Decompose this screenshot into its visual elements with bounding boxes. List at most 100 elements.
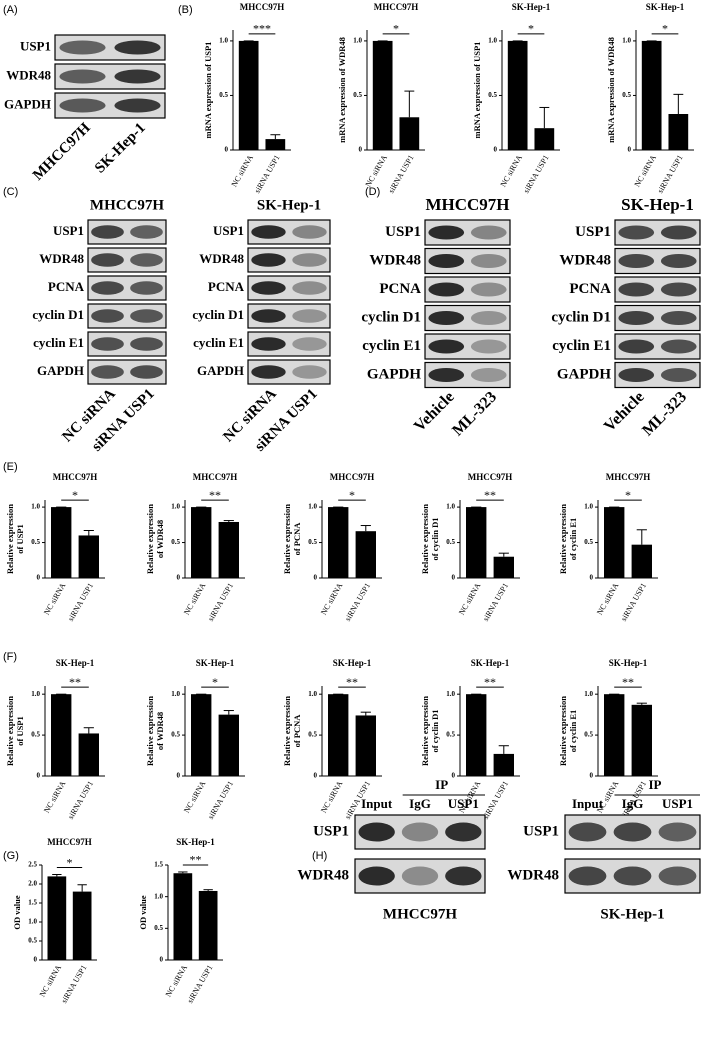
y-tick-label: 1.0 — [171, 503, 180, 511]
x-tick-label: NC siRNA — [230, 153, 256, 188]
row-label: cyclin E1 — [193, 335, 244, 350]
blot-band — [428, 311, 465, 325]
x-tick-label: NC siRNA — [182, 581, 208, 616]
blot-band — [292, 253, 327, 267]
y-axis-label: mRNA expression of USP1 — [203, 42, 213, 139]
blot-band — [613, 822, 652, 842]
blot-strip — [424, 219, 511, 246]
chart-title: MHCC97H — [330, 472, 375, 482]
y-tick-label: 0.5 — [171, 538, 180, 546]
blot-band — [114, 40, 161, 55]
blot-band — [568, 822, 607, 842]
y-tick-label: 0.5 — [154, 924, 163, 932]
blot-band — [251, 281, 286, 295]
y-tick-label: 1.0 — [171, 690, 180, 698]
blot-band — [618, 368, 655, 382]
panel-label: (A) — [3, 4, 18, 16]
y-axis-label: Relative expression — [145, 504, 155, 574]
significance: * — [528, 22, 534, 36]
y-axis-label: Relative expression — [282, 696, 292, 766]
y-tick-label: 0 — [628, 146, 632, 154]
row-label: cyclin D1 — [32, 307, 84, 322]
significance: * — [67, 855, 73, 869]
y-tick-label: 0.5 — [446, 538, 455, 546]
y-tick-label: 0.5 — [488, 91, 497, 99]
y-tick-label: 1.0 — [219, 37, 228, 45]
row-label: USP1 — [53, 223, 84, 238]
chart-title: MHCC97H — [47, 837, 92, 847]
y-tick-label: 1.0 — [488, 37, 497, 45]
row-label: USP1 — [20, 38, 51, 53]
bar — [493, 753, 514, 776]
bar — [218, 714, 239, 776]
x-tick-label: siRNA USP1 — [206, 779, 235, 820]
blot-band — [618, 254, 655, 268]
bar — [466, 507, 487, 578]
y-tick-label: 1.0 — [31, 690, 40, 698]
blot-band — [618, 339, 655, 354]
y-axis-label: Relative expression — [5, 504, 15, 574]
bar — [507, 40, 528, 151]
chart-title: SK-Hep-1 — [646, 2, 685, 12]
chart-title: SK-Hep-1 — [56, 658, 95, 668]
significance: *** — [253, 22, 271, 36]
panel-label: (F) — [3, 651, 17, 663]
row-label: cyclin E1 — [33, 335, 84, 350]
row-label: GAPDH — [557, 366, 611, 382]
y-axis-label: OD value — [12, 895, 22, 929]
x-tick-label: siRNA USP1 — [522, 153, 551, 194]
panel-label: (G) — [3, 850, 19, 862]
y-axis-label: of cyclin D1 — [430, 710, 440, 753]
ip-label: IP — [435, 777, 448, 792]
blot-band — [292, 309, 327, 323]
y-axis-label: of cyclin E1 — [568, 710, 578, 753]
y-tick-label: 1.0 — [584, 690, 593, 698]
blot-band — [428, 368, 465, 382]
chart-title: SK-Hep-1 — [196, 658, 235, 668]
y-tick-label: 0 — [590, 574, 594, 582]
bar — [198, 890, 218, 960]
x-tick-label: siRNA USP1 — [481, 581, 510, 622]
row-label: cyclin E1 — [552, 338, 611, 354]
chart-title: SK-Hep-1 — [176, 837, 215, 847]
blot-band — [251, 253, 286, 267]
y-tick-label: 0 — [314, 574, 318, 582]
blot-band — [401, 866, 439, 886]
row-label: USP1 — [575, 224, 611, 240]
panel-label: (E) — [3, 461, 18, 473]
y-tick-label: 0.5 — [28, 937, 37, 945]
blot-band — [470, 282, 507, 297]
lane-label: Input — [572, 796, 604, 811]
blot-strip — [247, 219, 331, 245]
panel-label: (B) — [178, 4, 193, 16]
y-axis-label: Relative expression — [420, 504, 430, 574]
y-tick-label: 0 — [37, 574, 41, 582]
y-axis-label: of USP1 — [15, 716, 25, 746]
y-tick-label: 1.0 — [446, 503, 455, 511]
blot-band — [660, 311, 697, 325]
y-tick-label: 0 — [160, 956, 164, 964]
blot-band — [59, 69, 106, 84]
blot-band — [114, 98, 161, 113]
blot-band — [358, 822, 395, 842]
ip-label: IP — [649, 777, 662, 792]
y-axis-label: mRNA expression of WDR48 — [606, 37, 616, 143]
bar — [173, 873, 193, 960]
bar — [218, 521, 239, 578]
blot-band — [91, 253, 124, 267]
y-tick-label: 0.5 — [622, 91, 631, 99]
bar — [399, 117, 420, 150]
blot-caption: SK-Hep-1 — [600, 906, 664, 922]
row-label: USP1 — [523, 823, 559, 839]
blot-band — [91, 309, 124, 323]
lane-label: USP1 — [662, 796, 693, 811]
x-tick-label: NC siRNA — [595, 581, 621, 616]
significance: ** — [622, 675, 634, 689]
bar — [604, 507, 625, 578]
column-label: ML-323 — [449, 388, 500, 439]
blot-band — [292, 281, 327, 295]
x-tick-label: NC siRNA — [38, 963, 64, 998]
blot-band — [130, 253, 163, 267]
panel-label: (C) — [3, 186, 18, 198]
bar — [534, 128, 555, 150]
